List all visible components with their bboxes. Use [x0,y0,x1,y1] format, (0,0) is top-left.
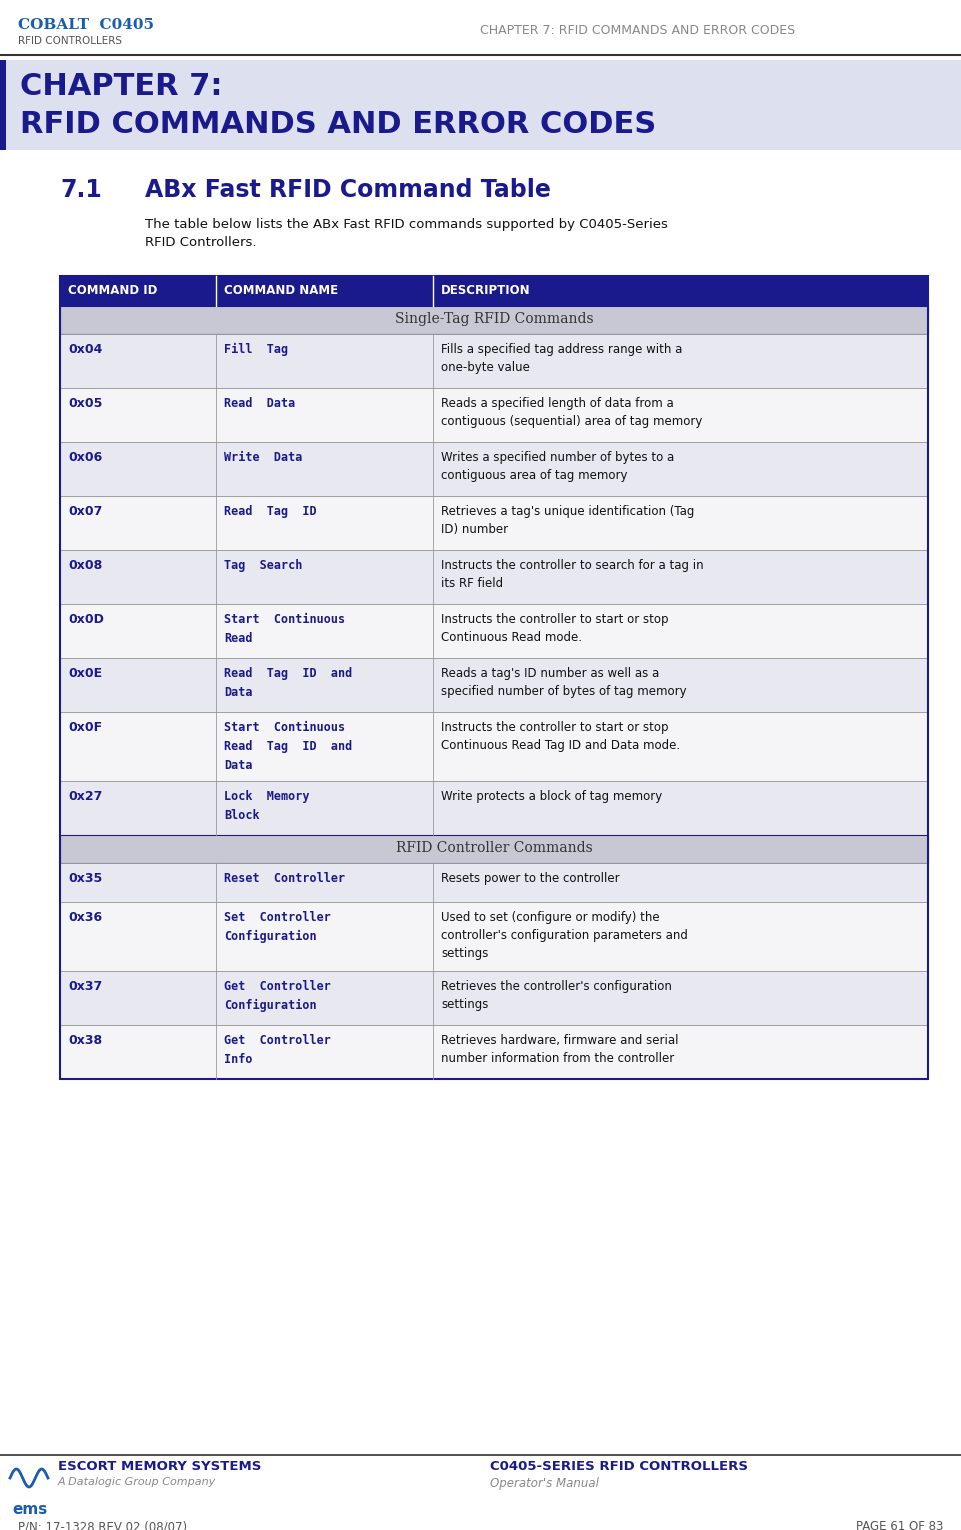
Text: The table below lists the ABx Fast RFID commands supported by C0405-Series
RFID : The table below lists the ABx Fast RFID … [145,217,668,249]
Text: Write  Data: Write Data [224,451,303,464]
Text: CHAPTER 7: RFID COMMANDS AND ERROR CODES: CHAPTER 7: RFID COMMANDS AND ERROR CODES [480,24,795,37]
Text: RFID CONTROLLERS: RFID CONTROLLERS [18,37,122,46]
FancyBboxPatch shape [60,835,928,863]
Text: Fill  Tag: Fill Tag [224,343,288,356]
Text: COMMAND ID: COMMAND ID [68,285,158,297]
Text: Resets power to the controller: Resets power to the controller [441,872,620,884]
Text: Single-Tag RFID Commands: Single-Tag RFID Commands [395,312,593,326]
Text: Tag  Search: Tag Search [224,558,303,572]
FancyBboxPatch shape [60,972,928,1025]
Text: CHAPTER 7:: CHAPTER 7: [20,72,223,101]
Text: 0x37: 0x37 [68,981,102,993]
Text: Reset  Controller: Reset Controller [224,872,345,884]
Text: 0x06: 0x06 [68,451,102,464]
FancyBboxPatch shape [60,903,928,972]
FancyBboxPatch shape [60,496,928,549]
Text: 0x0D: 0x0D [68,614,104,626]
Text: Write protects a block of tag memory: Write protects a block of tag memory [441,789,662,803]
Text: COMMAND NAME: COMMAND NAME [224,285,338,297]
Text: ABx Fast RFID Command Table: ABx Fast RFID Command Table [145,177,551,202]
Text: Operator's Manual: Operator's Manual [490,1476,599,1490]
Text: Fills a specified tag address range with a
one-byte value: Fills a specified tag address range with… [441,343,682,373]
Text: ems: ems [12,1502,47,1518]
Text: Instructs the controller to start or stop
Continuous Read Tag ID and Data mode.: Instructs the controller to start or sto… [441,721,680,753]
Text: Read  Tag  ID  and
Data: Read Tag ID and Data [224,667,353,699]
FancyBboxPatch shape [0,60,961,150]
Text: Set  Controller
Configuration: Set Controller Configuration [224,910,332,942]
Text: Writes a specified number of bytes to a
contiguous area of tag memory: Writes a specified number of bytes to a … [441,451,675,482]
FancyBboxPatch shape [60,780,928,835]
Text: Reads a specified length of data from a
contiguous (sequential) area of tag memo: Reads a specified length of data from a … [441,396,702,428]
Text: Instructs the controller to start or stop
Continuous Read mode.: Instructs the controller to start or sto… [441,614,669,644]
FancyBboxPatch shape [60,863,928,903]
Text: A Datalogic Group Company: A Datalogic Group Company [58,1476,216,1487]
Text: DESCRIPTION: DESCRIPTION [441,285,530,297]
Text: RFID COMMANDS AND ERROR CODES: RFID COMMANDS AND ERROR CODES [20,110,656,139]
FancyBboxPatch shape [60,549,928,604]
Text: 0x05: 0x05 [68,396,103,410]
Text: COBALT  C0405: COBALT C0405 [18,18,154,32]
Text: 0x27: 0x27 [68,789,103,803]
Text: Start  Continuous
Read: Start Continuous Read [224,614,345,646]
FancyBboxPatch shape [60,658,928,711]
Text: RFID Controller Commands: RFID Controller Commands [396,842,592,855]
Text: Lock  Memory
Block: Lock Memory Block [224,789,309,822]
Text: 7.1: 7.1 [60,177,102,202]
FancyBboxPatch shape [60,306,928,334]
Text: Start  Continuous
Read  Tag  ID  and
Data: Start Continuous Read Tag ID and Data [224,721,353,773]
FancyBboxPatch shape [60,604,928,658]
Text: Retrieves a tag's unique identification (Tag
ID) number: Retrieves a tag's unique identification … [441,505,695,536]
Text: Instructs the controller to search for a tag in
its RF field: Instructs the controller to search for a… [441,558,703,591]
Text: P/N: 17-1328 REV 02 (08/07): P/N: 17-1328 REV 02 (08/07) [18,1519,187,1530]
Text: 0x38: 0x38 [68,1034,102,1047]
FancyBboxPatch shape [60,442,928,496]
Text: 0x0E: 0x0E [68,667,102,679]
Text: Reads a tag's ID number as well as a
specified number of bytes of tag memory: Reads a tag's ID number as well as a spe… [441,667,687,698]
FancyBboxPatch shape [60,334,928,389]
Text: Used to set (configure or modify) the
controller's configuration parameters and
: Used to set (configure or modify) the co… [441,910,688,959]
FancyBboxPatch shape [60,389,928,442]
FancyBboxPatch shape [0,60,6,150]
Text: Get  Controller
Configuration: Get Controller Configuration [224,981,332,1013]
FancyBboxPatch shape [60,1025,928,1079]
Text: Get  Controller
Info: Get Controller Info [224,1034,332,1066]
FancyBboxPatch shape [60,711,928,780]
Text: 0x36: 0x36 [68,910,102,924]
Text: Read  Tag  ID: Read Tag ID [224,505,317,519]
Text: Read  Data: Read Data [224,396,295,410]
Text: 0x07: 0x07 [68,505,103,519]
Text: 0x0F: 0x0F [68,721,102,734]
Text: C0405-SERIES RFID CONTROLLERS: C0405-SERIES RFID CONTROLLERS [490,1460,748,1473]
Text: 0x08: 0x08 [68,558,102,572]
Text: 0x04: 0x04 [68,343,103,356]
Text: ESCORT MEMORY SYSTEMS: ESCORT MEMORY SYSTEMS [58,1460,261,1473]
Text: 0x35: 0x35 [68,872,102,884]
Text: Retrieves the controller's configuration
settings: Retrieves the controller's configuration… [441,981,672,1011]
Text: Retrieves hardware, firmware and serial
number information from the controller: Retrieves hardware, firmware and serial … [441,1034,678,1065]
FancyBboxPatch shape [60,275,928,306]
Text: PAGE 61 OF 83: PAGE 61 OF 83 [855,1519,943,1530]
